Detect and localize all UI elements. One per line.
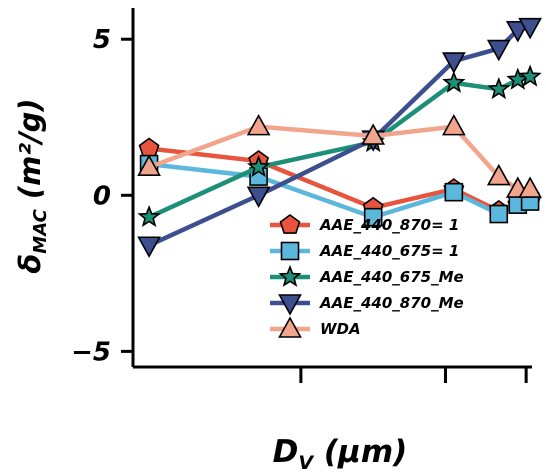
data-point: [518, 17, 542, 40]
legend-marker: [280, 241, 300, 261]
data-point: [444, 182, 464, 202]
data-point: [137, 236, 161, 258]
data-point: [246, 154, 271, 178]
data-point: [518, 64, 542, 87]
x-axis-title-sub: V: [298, 452, 314, 472]
y-tick-label: 5: [93, 25, 111, 55]
x-axis-title-main: D: [273, 434, 299, 470]
legend-item: AAE_440_870= 1: [270, 214, 459, 234]
x-ticks: [299, 367, 528, 383]
legend-label: AAE_440_675= 1: [319, 242, 459, 260]
data-point: [137, 154, 161, 177]
series-5: [137, 113, 542, 198]
data-point: [441, 52, 466, 74]
y-tick-label: 0: [93, 181, 111, 211]
series-4: [137, 17, 542, 258]
data-point: [441, 113, 466, 136]
data-point: [489, 204, 509, 224]
x-axis-title: DV (µm): [273, 434, 408, 472]
data-point: [138, 137, 160, 158]
legend: AAE_440_870= 1 AAE_440_675= 1 AAE_440_675_…: [270, 214, 464, 338]
legend-label: AAE_440_870_Me: [319, 294, 464, 312]
legend-item: WDA: [270, 316, 361, 338]
legend-item: AAE_440_675= 1: [270, 241, 459, 261]
x-axis-title-unit: (µm): [313, 434, 407, 470]
series-layer: [137, 17, 542, 258]
data-point: [486, 163, 511, 186]
data-point: [442, 70, 466, 93]
y-axis-title-symbol: δ: [13, 254, 47, 274]
data-point: [361, 123, 386, 145]
data-point: [486, 39, 511, 62]
legend-item: AAE_440_675_Me: [270, 264, 464, 287]
legend-marker: [278, 264, 302, 287]
legend-marker: [279, 214, 301, 234]
y-axis-title-unit: (m²/g): [13, 98, 47, 209]
y-axis-title-sub: MAC: [30, 208, 51, 253]
legend-label: AAE_440_675_Me: [319, 268, 464, 286]
axes: [131, 8, 532, 369]
legend-item: AAE_440_870_Me: [270, 294, 464, 316]
legend-label: AAE_440_870= 1: [319, 216, 459, 234]
series-line: [148, 24, 531, 248]
data-point: [363, 207, 383, 227]
data-point: [518, 176, 542, 198]
y-axis-title: δMAC (m²/g): [13, 98, 51, 273]
data-point: [137, 204, 161, 227]
svg-text:δMAC (m²/g): δMAC (m²/g): [13, 98, 51, 273]
y-ticks: −5 0 5: [71, 25, 133, 367]
data-point: [246, 113, 271, 136]
data-point: [246, 186, 271, 208]
legend-marker: [278, 316, 302, 338]
data-point: [487, 76, 511, 100]
y-tick-label: −5: [71, 337, 111, 367]
legend-label: WDA: [320, 320, 361, 338]
legend-marker: [278, 294, 302, 316]
